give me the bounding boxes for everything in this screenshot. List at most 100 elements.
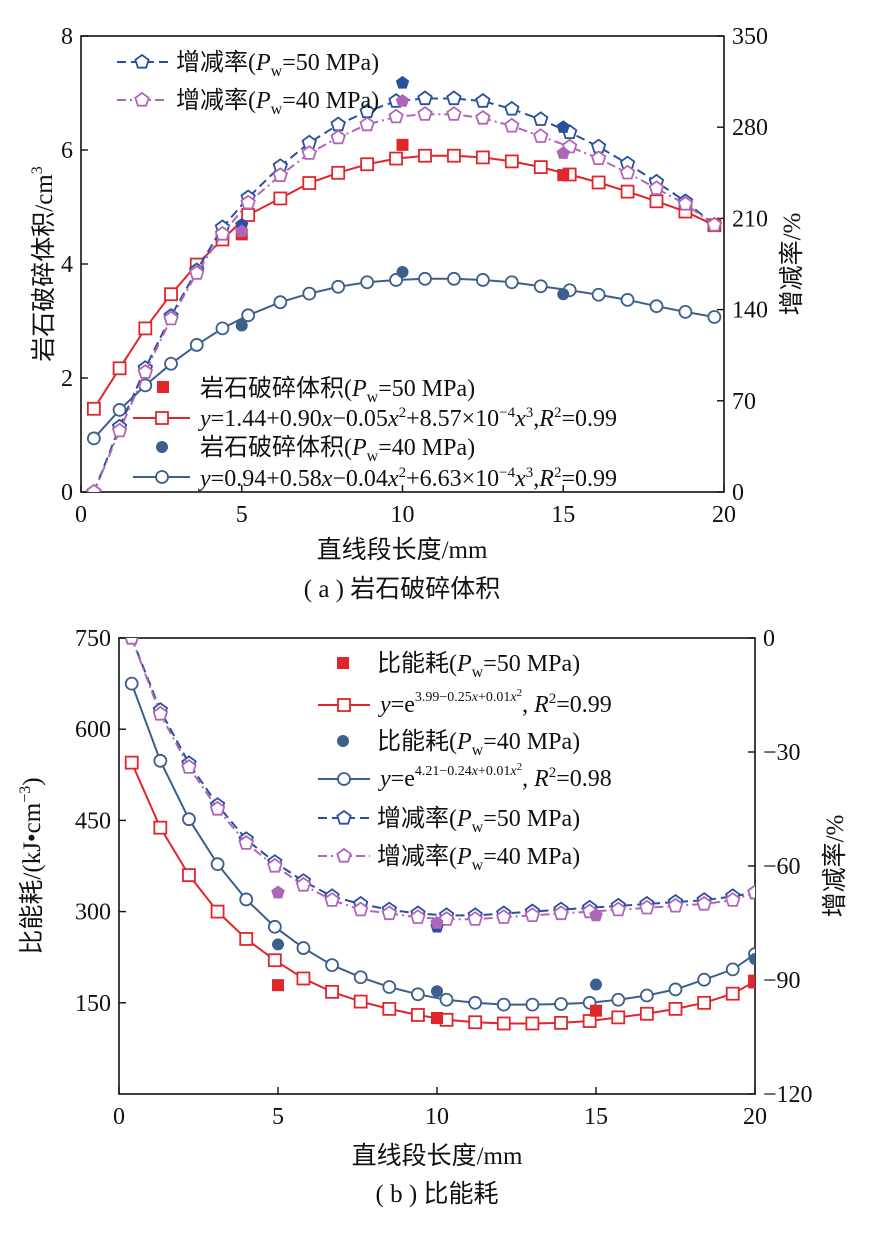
measured-point xyxy=(235,319,248,332)
fit-point xyxy=(238,835,254,850)
legend-item-b-r40: 增减率(Pw=40 MPa) xyxy=(318,843,580,874)
x-tick-label: 10 xyxy=(391,502,415,528)
svg-text:比能耗(Pw=50 MPa): 比能耗(Pw=50 MPa) xyxy=(377,650,580,681)
legend-item-b-fit40: y=e4.21−0.24x+0.01x2, R2=0.98 xyxy=(318,761,612,792)
y2-axis-label-b: 增减率/% xyxy=(821,815,849,918)
fit-point xyxy=(359,116,375,132)
fit-point xyxy=(267,919,282,934)
measured-point xyxy=(395,75,410,89)
fit-point xyxy=(533,279,548,294)
measured-point xyxy=(272,979,284,992)
fit-point xyxy=(533,160,548,175)
measured-point xyxy=(272,938,284,951)
measured-point xyxy=(396,265,409,278)
y-tick-label: 600 xyxy=(75,717,111,743)
fit-point xyxy=(182,812,196,827)
fit-point xyxy=(124,638,139,645)
x-tick-label: 0 xyxy=(75,502,87,528)
fit-point xyxy=(86,401,101,416)
fit-point xyxy=(591,175,606,190)
fit-point xyxy=(86,483,102,492)
fit-point xyxy=(382,980,397,994)
fit-point xyxy=(153,820,168,835)
fit-point xyxy=(164,356,178,371)
svg-text:y=1.44+0.90x−0.05x2+8.57×10−4x: y=1.44+0.90x−0.05x2+8.57×10−4x3,R2=0.99 xyxy=(198,405,617,432)
fit-point xyxy=(239,932,254,946)
x-tick-label: 0 xyxy=(113,1104,125,1130)
fit-point xyxy=(620,184,635,199)
fit-point xyxy=(611,1010,626,1025)
fit-point xyxy=(475,273,490,287)
fit-point xyxy=(697,995,712,1010)
fit-point xyxy=(468,995,483,1010)
fit-point xyxy=(296,971,311,986)
legend-item-a-fit50: y=1.44+0.90x−0.05x2+8.57×10−4x3,R2=0.99 xyxy=(133,405,617,432)
y-axis-label-b: 比能耗/(kJ•cm−3) xyxy=(17,777,46,954)
y-tick-label: 450 xyxy=(75,808,111,834)
y2-tick-label: 350 xyxy=(732,24,768,50)
fit-point xyxy=(152,705,169,721)
fit-point xyxy=(210,904,225,919)
svg-text:增减率(Pw=50 MPa): 增减率(Pw=50 MPa) xyxy=(176,49,379,80)
fit-point xyxy=(677,195,694,211)
fit-point xyxy=(163,310,179,326)
fit-point xyxy=(447,148,461,163)
fit-point xyxy=(533,111,549,126)
fit-point xyxy=(389,273,403,287)
measured-point xyxy=(556,146,570,159)
y2-tick-label: −60 xyxy=(763,854,801,880)
measured-point xyxy=(431,985,443,998)
fit-point xyxy=(411,1008,425,1022)
fit-point xyxy=(267,953,282,968)
fit-point xyxy=(112,403,127,417)
fit-point xyxy=(667,897,684,913)
y-tick-label: 0 xyxy=(61,480,73,506)
measured-point xyxy=(590,1004,602,1017)
measured-point xyxy=(395,94,410,107)
fit-point xyxy=(215,321,230,336)
fit-point xyxy=(706,216,723,232)
fit-point xyxy=(296,941,311,955)
fit-point xyxy=(210,857,225,872)
series-layer-a xyxy=(86,75,723,492)
svg-text:y=e3.99−0.25x+0.01x2, R2=0.99: y=e3.99−0.25x+0.01x2, R2=0.99 xyxy=(378,687,612,718)
fit-point xyxy=(330,129,346,145)
fit-point xyxy=(639,1006,654,1021)
fit-point xyxy=(302,286,317,301)
fit-point xyxy=(410,909,426,924)
fit-point xyxy=(439,992,454,1007)
tick-labels-b: 0 5 10 15 20 150 300 450 600 750 0 −30 −60 −90 −120 xyxy=(75,626,813,1130)
fit-point xyxy=(447,271,461,286)
fit-point xyxy=(302,176,317,190)
fit-point xyxy=(112,361,127,376)
fit-point xyxy=(272,167,289,183)
measured-point xyxy=(749,953,755,966)
fit-point xyxy=(725,986,740,1001)
x-tick-label: 5 xyxy=(272,1104,284,1130)
fit-point xyxy=(239,892,254,907)
fit-point xyxy=(697,972,712,987)
fit-point xyxy=(648,180,665,196)
measured-point xyxy=(271,885,285,899)
fit-point xyxy=(504,275,519,290)
fit-point xyxy=(504,117,520,133)
legend-item-a-vol50: 岩石破碎体积(Pw=50 MPa) xyxy=(157,375,475,406)
fit-point xyxy=(696,895,712,911)
fit-point xyxy=(446,90,462,106)
fit-point xyxy=(181,759,197,774)
svg-text:增减率(Pw=40 MPa): 增减率(Pw=40 MPa) xyxy=(176,87,379,118)
fit-point xyxy=(209,800,226,816)
svg-text:比能耗(Pw=40 MPa): 比能耗(Pw=40 MPa) xyxy=(377,728,580,759)
fit-point xyxy=(475,92,491,108)
fit-point xyxy=(241,208,256,222)
fit-point xyxy=(301,145,317,160)
fit-point xyxy=(418,148,432,163)
legend-item-b-fit50: y=e3.99−0.25x+0.01x2, R2=0.99 xyxy=(318,687,612,718)
axis-ticks-a xyxy=(80,35,725,493)
legend-item-a-vol40: 岩石破碎体积(Pw=40 MPa) xyxy=(156,434,475,465)
fit-point xyxy=(590,150,607,166)
legend-item-b-r50: 增减率(Pw=50 MPa) xyxy=(318,805,580,836)
fit-point xyxy=(417,90,433,106)
measured-point xyxy=(557,288,570,301)
